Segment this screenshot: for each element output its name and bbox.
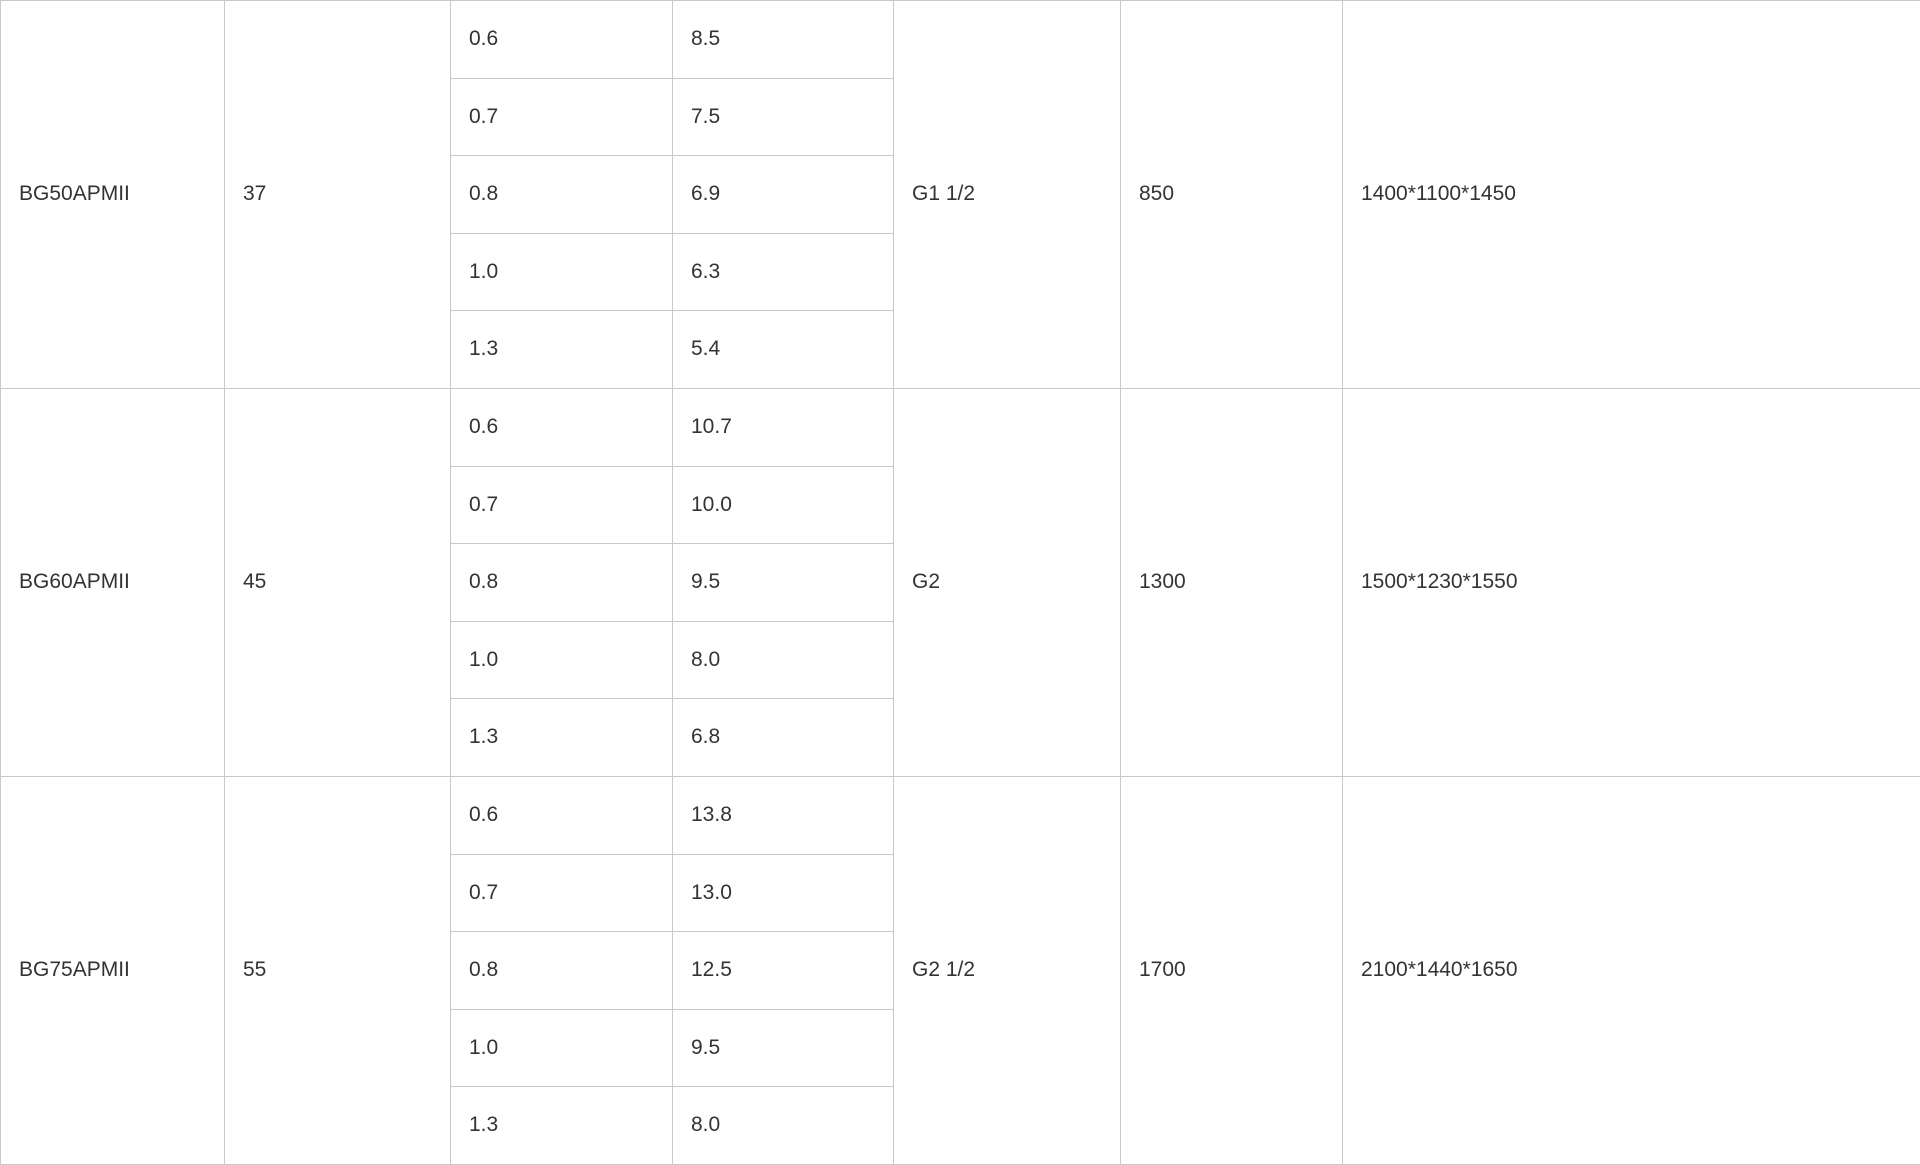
cell-pressure: 0.8: [450, 155, 673, 234]
cell-weight: 850: [1120, 0, 1343, 389]
cell-capacity: 6.9: [672, 155, 894, 234]
cell-model: BG75APMII: [0, 775, 225, 1165]
cell-capacity: 6.3: [672, 232, 894, 312]
cell-dimensions: 1500*1230*1550: [1342, 387, 1920, 777]
table-row: 1.0 6.3: [1, 232, 1920, 312]
cell-pressure: 0.7: [450, 465, 673, 545]
cell-capacity: 12.5: [672, 931, 894, 1010]
cell-model: BG50APMII: [0, 0, 225, 389]
cell-pressure: 0.8: [450, 543, 673, 622]
cell-capacity: 7.5: [672, 77, 894, 157]
cell-pressure: 0.6: [450, 0, 673, 79]
cell-dimensions: 2100*1440*1650: [1342, 775, 1920, 1165]
cell-pressure: 1.0: [450, 620, 673, 700]
table-row: 1.3 5.4: [1, 310, 1920, 389]
cell-power: 55: [224, 775, 451, 1165]
cell-pressure: 0.7: [450, 77, 673, 157]
cell-pressure: 1.0: [450, 232, 673, 312]
table-row: 1.0 8.0: [1, 620, 1920, 700]
cell-pressure: 1.3: [450, 1086, 673, 1165]
table-row: 0.7 7.5: [1, 77, 1920, 157]
table-row: 0.7 13.0: [1, 853, 1920, 933]
table-row: 1.0 9.5: [1, 1008, 1920, 1088]
cell-pressure: 1.3: [450, 310, 673, 389]
table-row: 0.8 6.9: [1, 155, 1920, 234]
cell-outlet: G2 1/2: [893, 775, 1121, 1165]
cell-weight: 1300: [1120, 387, 1343, 777]
table-row: BG75APMII 55 0.6 13.8 G2 1/2 1700 2100*1440*16…: [0, 775, 1920, 1165]
table-row: 1.3 8.0: [1, 1086, 1920, 1165]
cell-capacity: 5.4: [672, 310, 894, 389]
cell-capacity: 13.0: [672, 853, 894, 933]
table-row: 0.8 9.5: [1, 543, 1920, 622]
cell-pressure: 1.0: [450, 1008, 673, 1088]
cell-power: 45: [224, 387, 451, 777]
cell-capacity: 8.0: [672, 1086, 894, 1165]
cell-pressure: 0.6: [450, 775, 673, 855]
cell-pressure: 0.7: [450, 853, 673, 933]
cell-capacity: 10.7: [672, 387, 894, 467]
cell-outlet: G2: [893, 387, 1121, 777]
cell-pressure: 0.8: [450, 931, 673, 1010]
table-row: BG60APMII 45 0.6 10.7 G2 1300 1500*1230*1550: [0, 387, 1920, 777]
table-row: 0.8 12.5: [1, 931, 1920, 1010]
table-row: 0.7 10.0: [1, 465, 1920, 545]
cell-model: BG60APMII: [0, 387, 225, 777]
cell-capacity: 9.5: [672, 1008, 894, 1088]
cell-capacity: 6.8: [672, 698, 894, 777]
cell-power: 37: [224, 0, 451, 389]
cell-outlet: G1 1/2: [893, 0, 1121, 389]
cell-pressure: 1.3: [450, 698, 673, 777]
cell-capacity: 9.5: [672, 543, 894, 622]
cell-pressure: 0.6: [450, 387, 673, 467]
table-row: BG50APMII 37 0.6 8.5 G1 1/2 850 1400*1100*1450: [0, 0, 1920, 389]
cell-capacity: 13.8: [672, 775, 894, 855]
cell-capacity: 8.5: [672, 0, 894, 79]
table-row: 1.3 6.8: [1, 698, 1920, 777]
cell-capacity: 10.0: [672, 465, 894, 545]
cell-dimensions: 1400*1100*1450: [1342, 0, 1920, 389]
cell-capacity: 8.0: [672, 620, 894, 700]
cell-weight: 1700: [1120, 775, 1343, 1165]
